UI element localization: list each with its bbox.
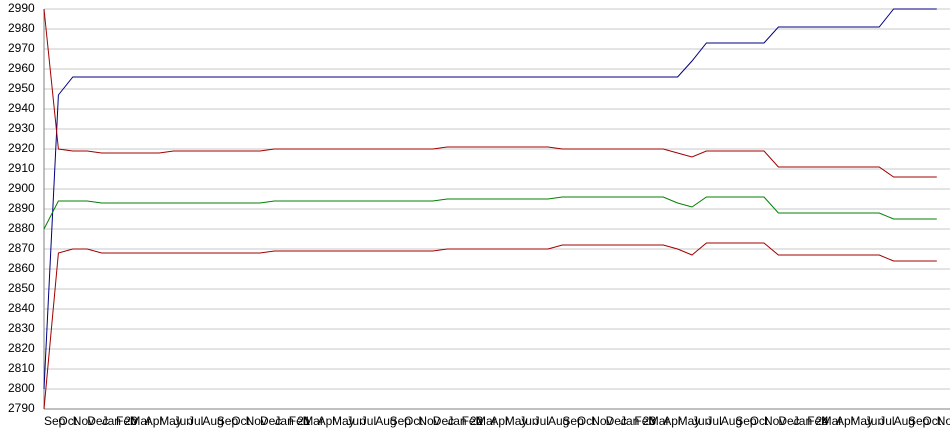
x-tick-label: Aug	[894, 414, 915, 428]
y-tick-label: 2870	[8, 241, 35, 255]
x-tick-label: Nov	[73, 414, 94, 428]
x-tick-label: Feb	[289, 414, 310, 428]
x-tick-label: Apr	[836, 414, 855, 428]
x-tick-label: Oct	[750, 414, 769, 428]
x-tick-label: Dec	[778, 414, 799, 428]
x-tick-label: Oct	[231, 414, 250, 428]
y-tick-label: 2900	[8, 181, 35, 195]
series-line	[43, 242, 937, 410]
x-tick-label: Aug	[721, 414, 742, 428]
x-tick-label: Aug	[202, 414, 223, 428]
y-tick-label: 2960	[8, 61, 35, 75]
x-tick-label: Dec	[433, 414, 454, 428]
y-tick-label: 2820	[8, 341, 35, 355]
x-tick-label: Aug	[548, 414, 569, 428]
x-tick-label: Jun	[865, 414, 884, 428]
x-tick-label: Jul	[188, 414, 203, 428]
y-tick-label: 2810	[8, 361, 35, 375]
x-tick-label: May	[678, 414, 701, 428]
series-line	[43, 8, 937, 390]
x-tick-label: Nov	[246, 414, 267, 428]
x-tick-label: Feb	[634, 414, 655, 428]
y-tick-label: 2840	[8, 301, 35, 315]
x-tick-label: Sep	[217, 414, 239, 428]
x-tick-label: May	[850, 414, 873, 428]
x-tick-label: Feb	[462, 414, 483, 428]
y-tick-label: 2800	[8, 381, 35, 395]
x-tick-label: May	[159, 414, 182, 428]
x-tick-label: Mar	[130, 414, 151, 428]
y-tick-label: 2930	[8, 121, 35, 135]
x-tick-label: Oct	[58, 414, 77, 428]
x-tick-label: Sep	[908, 414, 930, 428]
y-tick-label: 2790	[8, 401, 35, 415]
x-tick-label: Jan 21	[274, 414, 310, 428]
x-tick-label: Sep	[562, 414, 584, 428]
x-tick-label: Jul	[361, 414, 376, 428]
y-tick-label: 2830	[8, 321, 35, 335]
x-tick-label: Apr	[663, 414, 682, 428]
x-tick-label: Jun	[346, 414, 365, 428]
x-tick-label: Jun	[519, 414, 538, 428]
y-tick-label: 2860	[8, 261, 35, 275]
y-tick-label: 2850	[8, 281, 35, 295]
x-tick-label: Apr	[318, 414, 337, 428]
y-tick-label: 2880	[8, 221, 35, 235]
x-tick-label: Oct	[922, 414, 941, 428]
x-tick-label: Apr	[145, 414, 164, 428]
series-line	[43, 8, 937, 178]
series-line	[43, 196, 937, 230]
x-tick-label: Jan 24	[793, 414, 829, 428]
x-tick-label: Dec	[260, 414, 281, 428]
x-tick-label: Nov	[418, 414, 439, 428]
x-tick-label: Dec	[606, 414, 627, 428]
x-tick-label: May	[332, 414, 355, 428]
x-tick-label: Jul	[879, 414, 894, 428]
x-tick-label: Sep	[735, 414, 757, 428]
x-tick-label: Feb	[116, 414, 137, 428]
x-tick-label: Sep	[390, 414, 412, 428]
x-tick-label: Jan 20	[102, 414, 138, 428]
x-tick-label: Jun	[174, 414, 193, 428]
x-tick-label: Dec	[87, 414, 108, 428]
x-tick-label: Nov	[591, 414, 612, 428]
x-tick-label: Aug	[375, 414, 396, 428]
x-tick-label: Apr	[490, 414, 509, 428]
y-tick-label: 2950	[8, 81, 35, 95]
y-tick-label: 2990	[8, 1, 35, 15]
x-tick-label: Jan 23	[620, 414, 656, 428]
x-tick-label: May	[505, 414, 528, 428]
x-tick-label: Mar	[649, 414, 670, 428]
x-tick-label: Mar	[822, 414, 843, 428]
y-tick-label: 2940	[8, 101, 35, 115]
x-tick-label: Feb	[807, 414, 828, 428]
y-tick-label: 2890	[8, 201, 35, 215]
y-tick-label: 2920	[8, 141, 35, 155]
y-tick-label: 2980	[8, 21, 35, 35]
x-tick-label: Oct	[404, 414, 423, 428]
x-tick-label: Jul	[534, 414, 549, 428]
x-tick-label: Mar	[476, 414, 497, 428]
x-tick-label: Oct	[577, 414, 596, 428]
y-tick-label: 2970	[8, 41, 35, 55]
x-tick-label: Nov	[937, 414, 950, 428]
x-tick-label: Jul	[706, 414, 721, 428]
x-tick-label: Jun	[692, 414, 711, 428]
x-tick-label: Mar	[303, 414, 324, 428]
x-tick-label: Sep	[44, 414, 66, 428]
y-tick-label: 2910	[8, 161, 35, 175]
x-tick-label: Jan 22	[447, 414, 483, 428]
x-tick-label: Nov	[764, 414, 785, 428]
